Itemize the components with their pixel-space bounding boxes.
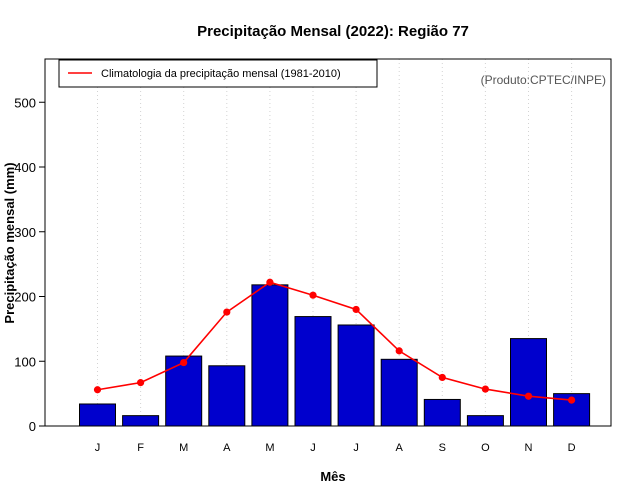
bar-5 [251, 284, 289, 427]
climatology-series [93, 278, 576, 404]
climatology-line [97, 281, 572, 401]
climatology-point-6 [309, 291, 317, 299]
bar-3 [165, 355, 203, 427]
y-axis: 0 100 200 300 400 500 [14, 95, 46, 434]
climatology-point-12 [568, 396, 576, 404]
x-tick-label: A [396, 442, 404, 454]
bar-series [79, 284, 591, 427]
y-tick-label: 500 [14, 95, 36, 110]
bar-11 [510, 338, 547, 427]
x-tick-label: F [137, 442, 144, 454]
bar-10 [466, 415, 504, 427]
y-tick-label: 200 [14, 290, 36, 305]
y-axis-title: Precipitação mensal (mm) [2, 162, 17, 323]
climatology-point-2 [137, 379, 145, 387]
source-annotation: (Produto:CPTEC/INPE) [481, 73, 606, 87]
bar-9 [423, 398, 461, 427]
x-tick-label: M [179, 442, 188, 454]
legend-entry-label: Climatologia da precipitação mensal (198… [101, 68, 341, 80]
x-tick-label: M [265, 442, 274, 454]
bar-7 [337, 324, 375, 427]
climatology-point-1 [93, 386, 102, 394]
x-axis-title: Mês [320, 469, 345, 484]
x-tick-label: A [223, 442, 231, 454]
bar-8 [380, 358, 418, 427]
y-tick-label: 0 [29, 419, 36, 434]
bar-1 [79, 403, 116, 427]
y-tick-label: 300 [14, 225, 36, 240]
bar-2 [122, 415, 160, 427]
climatology-point-11 [524, 392, 533, 400]
x-tick-label: J [95, 442, 101, 454]
x-tick-label: D [568, 442, 576, 454]
bar-6 [294, 316, 332, 427]
x-tick-label: J [353, 442, 359, 454]
bar-4 [208, 365, 246, 427]
y-tick-label: 100 [14, 354, 36, 369]
x-tick-label: J [310, 442, 316, 454]
climatology-point-3 [180, 358, 188, 367]
climatology-point-7 [352, 305, 360, 314]
chart-title: Precipitação Mensal (2022): Região 77 [197, 23, 469, 40]
y-tick-label: 400 [14, 160, 36, 175]
climatology-point-4 [223, 308, 231, 316]
x-tick-label: N [525, 442, 533, 454]
climatology-point-9 [438, 373, 446, 382]
climatology-point-8 [395, 347, 403, 355]
x-tick-label: S [439, 442, 446, 454]
x-tick-label: O [481, 442, 490, 454]
climatology-point-5 [266, 278, 274, 286]
legend-box [58, 59, 378, 88]
legend: Climatologia da precipitação mensal (198… [58, 59, 378, 88]
climatology-point-10 [481, 385, 489, 393]
